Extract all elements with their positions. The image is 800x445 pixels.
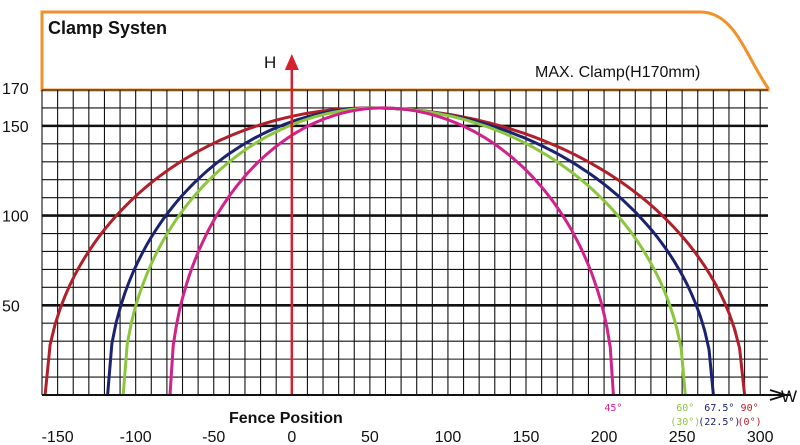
h-axis-arrow [284,54,299,70]
series-angle-sublabel: (30°) [670,417,700,428]
y-tick-label: 50 [2,298,20,315]
y-max-label: 170 [2,81,29,98]
series-angle-sublabel: (22.5°) [698,417,740,428]
max-clamp-frame [40,10,770,92]
chart-axes [42,54,790,401]
chart-labels: H W Fence Position -150 -100 -50 0 50 100 150 2… [2,53,797,445]
series-angle-label: 60° [676,403,694,414]
x-tick-label: 50 [361,429,379,445]
chart-series [43,106,747,396]
y-tick-label: 150 [2,119,29,136]
x-tick-label: 300 [747,429,774,445]
x-tick-label: -50 [202,429,225,445]
series-angle-label: 67.5° [704,403,734,414]
series-curve-45 [168,106,615,396]
y-tick-label: 100 [2,209,29,226]
x-tick-label: 100 [435,429,462,445]
series-angle-label: 45° [604,403,622,414]
x-tick-label: -150 [42,429,74,445]
x-tick-label: 150 [513,429,540,445]
chart-grid [41,89,768,396]
x-axis-label: W [781,387,797,406]
x-tick-label: 250 [669,429,696,445]
max-clamp-label: MAX. Clamp(H170mm) [535,64,700,81]
y-axis-label: H [264,53,276,72]
x-tick-label: 200 [591,429,618,445]
x-tick-label: 0 [287,429,296,445]
chart-title: Clamp Systen [48,18,167,38]
fence-position-label: Fence Position [229,410,343,427]
w-axis-arrow [769,389,790,401]
series-angle-sublabel: (0°) [738,417,762,428]
series-angle-label: 90° [741,403,759,414]
x-tick-label: -100 [120,429,152,445]
